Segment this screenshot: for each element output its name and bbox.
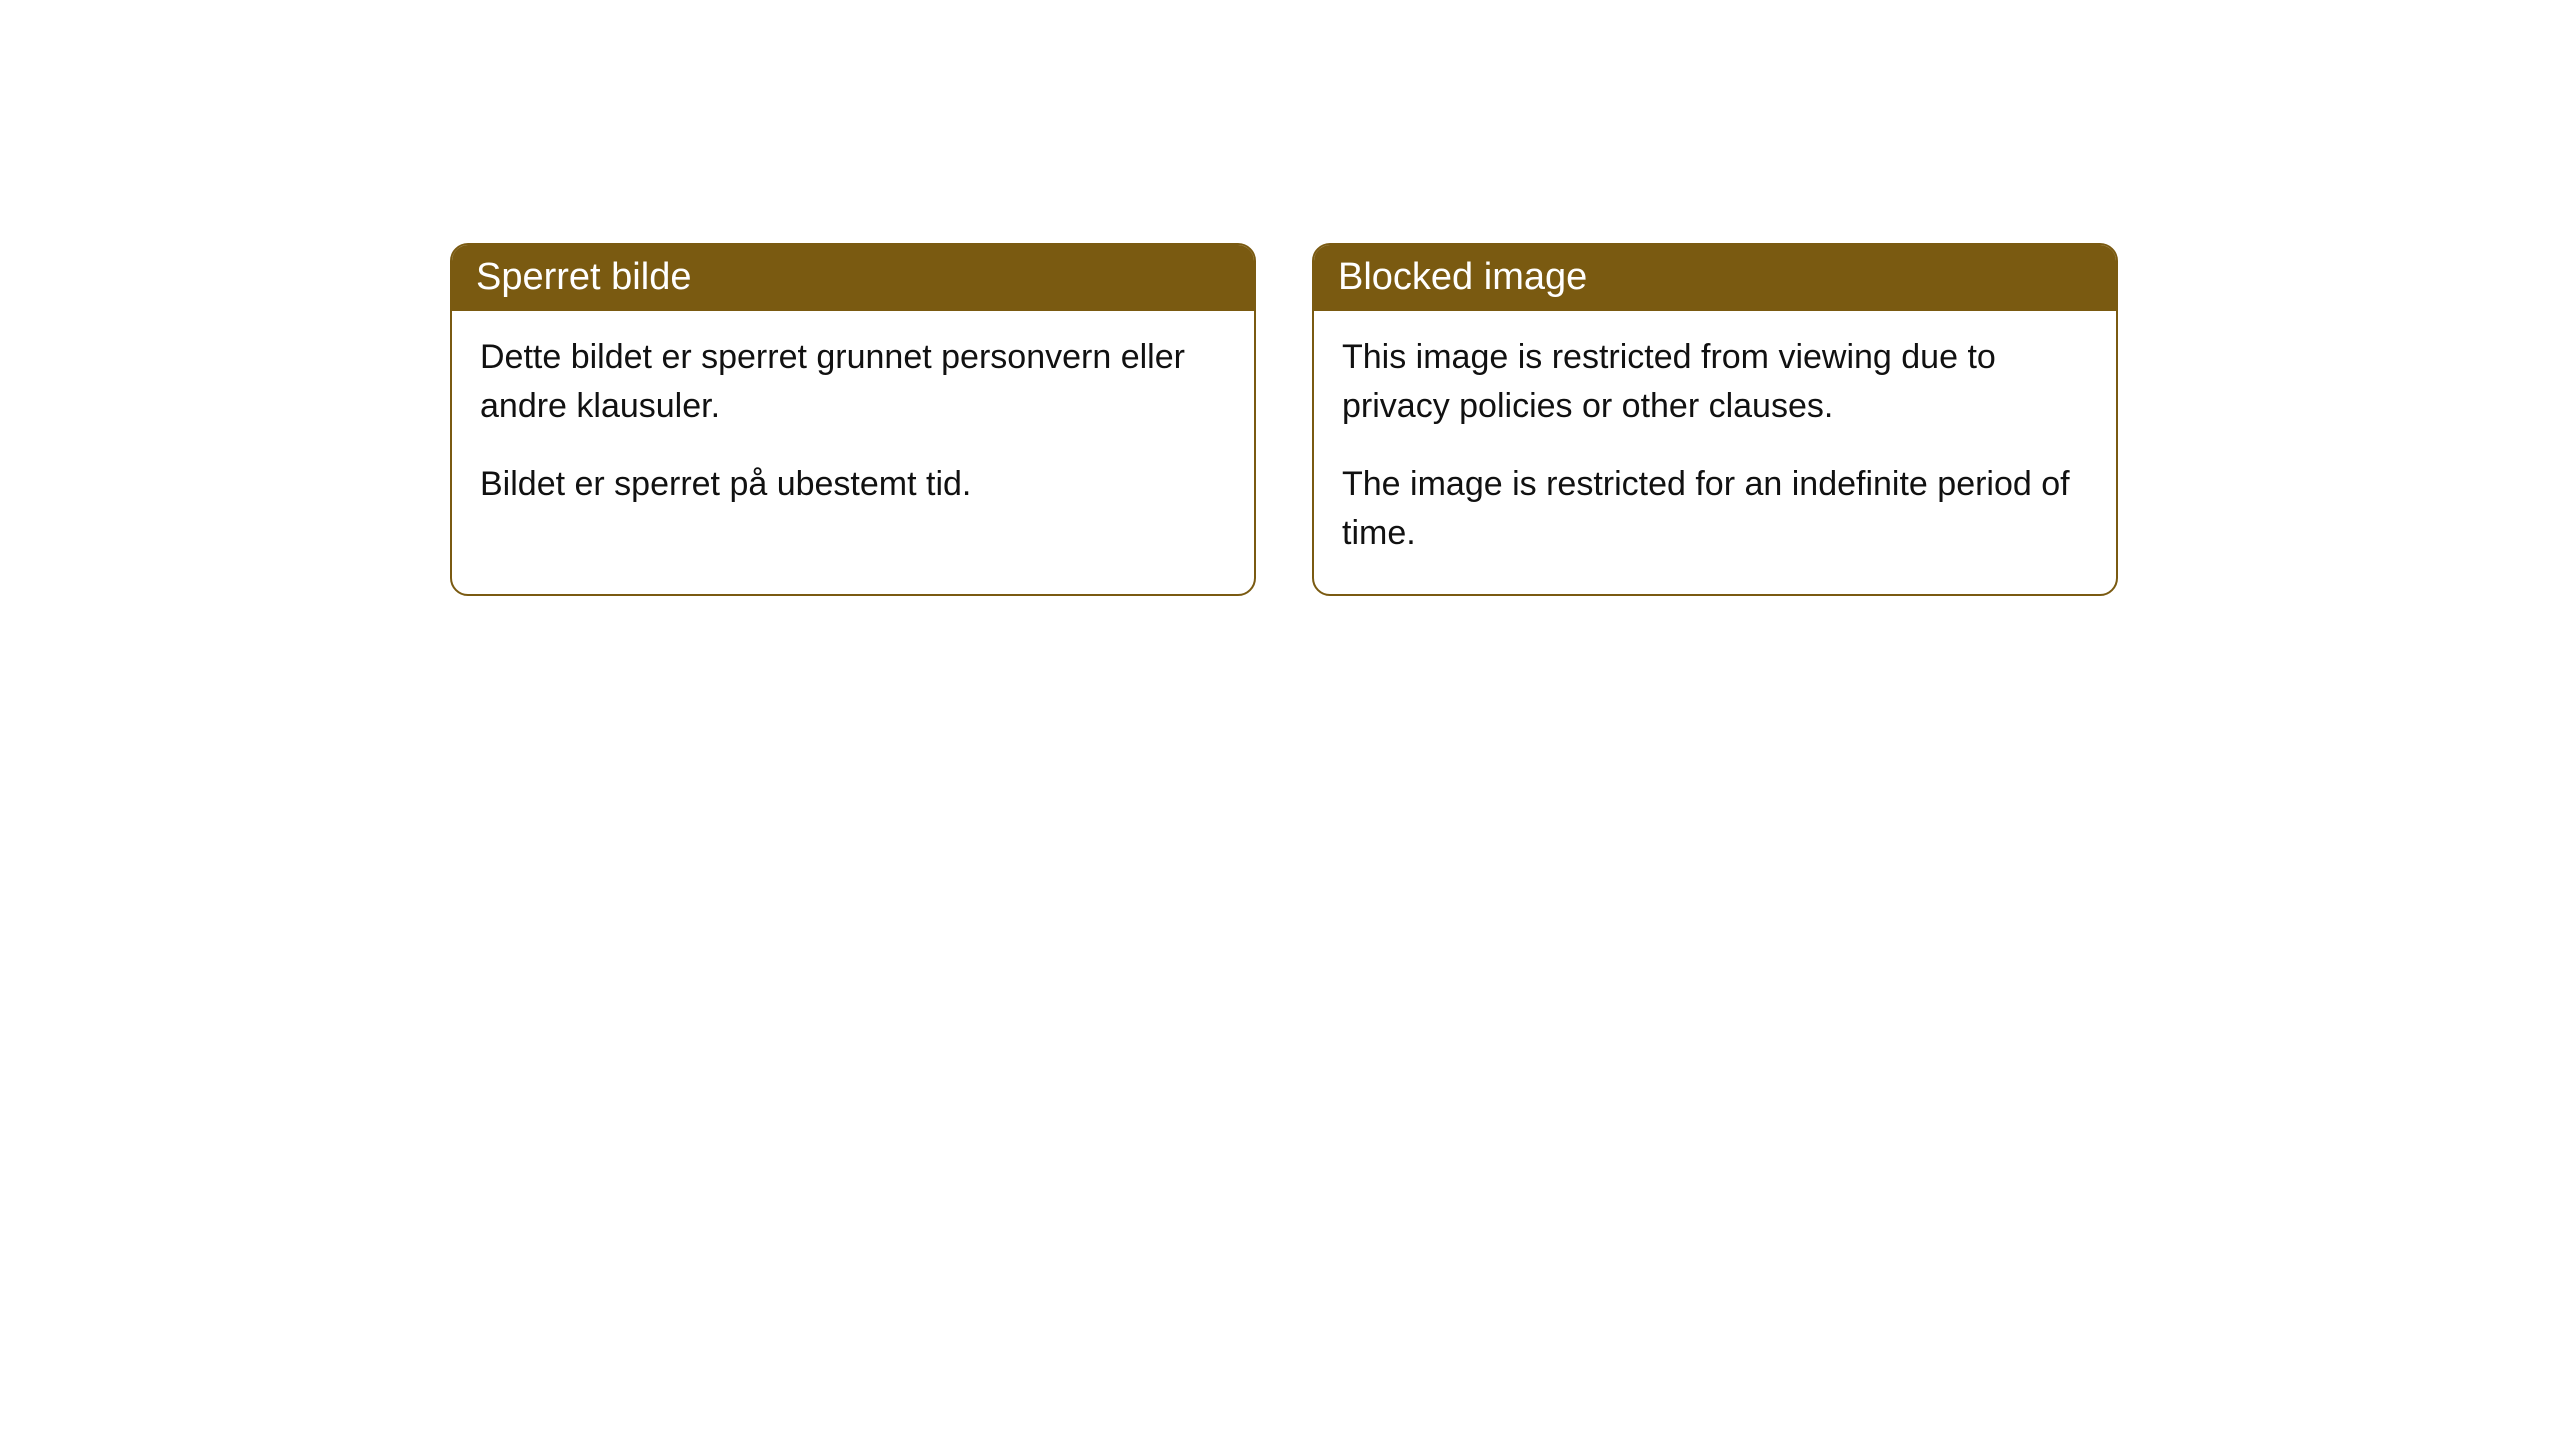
notice-paragraph: Dette bildet er sperret grunnet personve… xyxy=(480,333,1226,432)
notice-paragraph: This image is restricted from viewing du… xyxy=(1342,333,2088,432)
notice-paragraph: The image is restricted for an indefinit… xyxy=(1342,460,2088,559)
notice-card-body: Dette bildet er sperret grunnet personve… xyxy=(452,311,1254,545)
notice-card-english: Blocked image This image is restricted f… xyxy=(1312,243,2118,596)
notice-card-title: Sperret bilde xyxy=(452,245,1254,311)
notice-card-title: Blocked image xyxy=(1314,245,2116,311)
notice-card-body: This image is restricted from viewing du… xyxy=(1314,311,2116,594)
notice-paragraph: Bildet er sperret på ubestemt tid. xyxy=(480,460,1226,509)
notice-card-norwegian: Sperret bilde Dette bildet er sperret gr… xyxy=(450,243,1256,596)
notice-cards-container: Sperret bilde Dette bildet er sperret gr… xyxy=(450,243,2118,596)
